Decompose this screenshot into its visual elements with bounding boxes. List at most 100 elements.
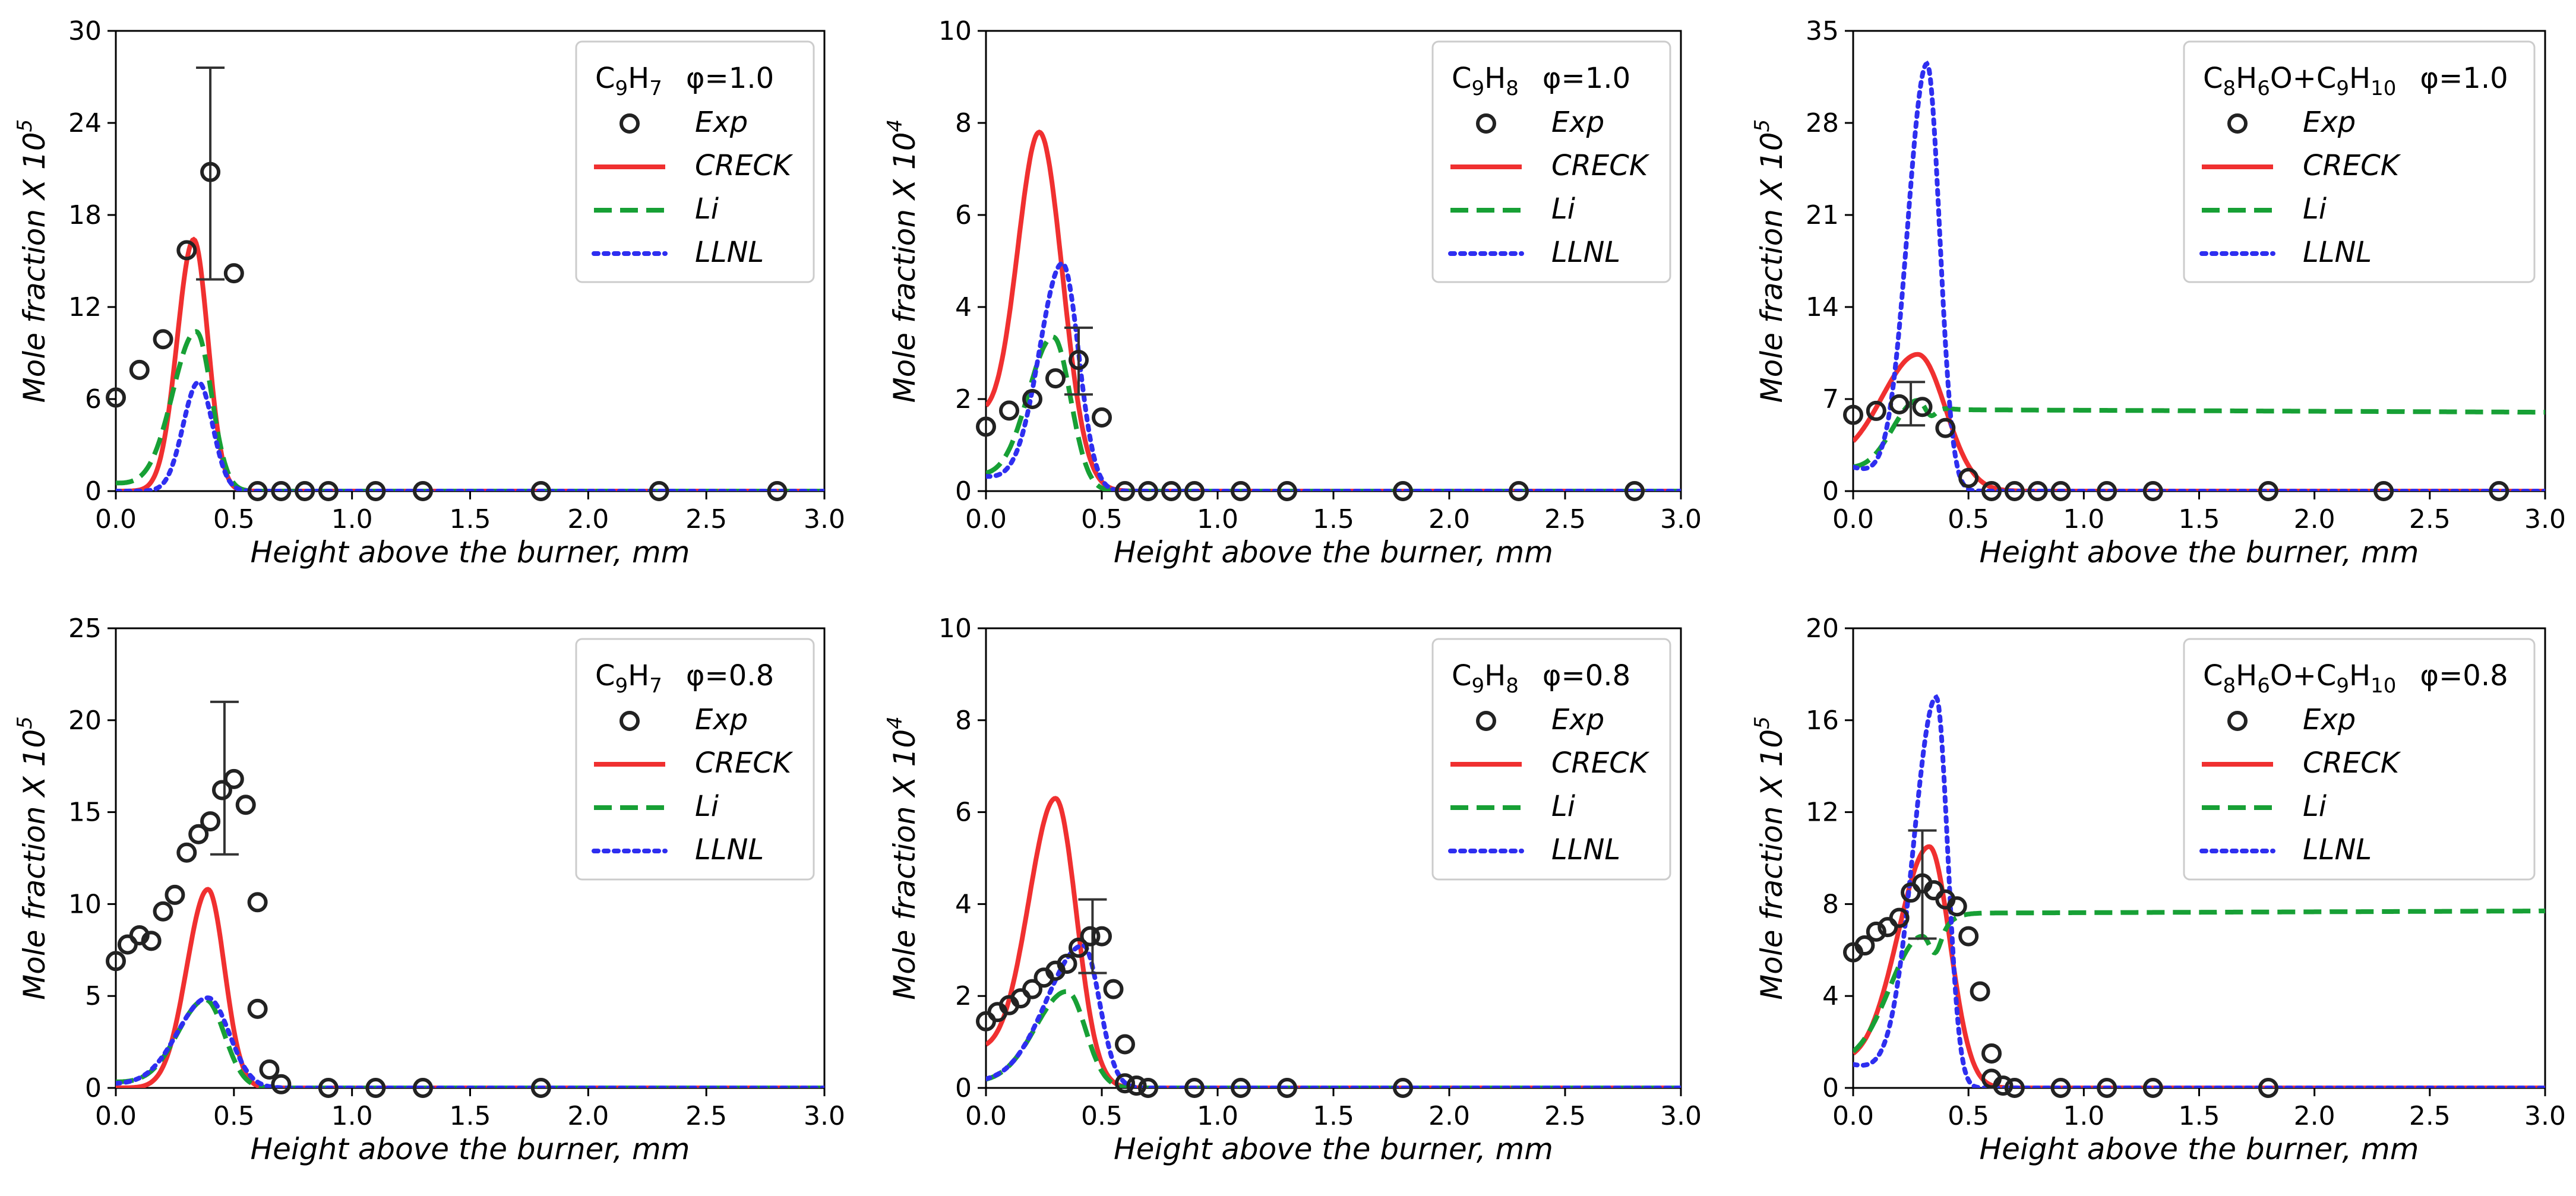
exp-data-point — [1161, 481, 1181, 501]
exp-data-point — [1993, 1075, 2014, 1096]
exp-data-point — [2004, 481, 2025, 501]
exp-data-point — [129, 359, 150, 380]
legend-label: CRECK — [1551, 149, 1650, 182]
x-tick-label: 2.0 — [567, 1101, 609, 1131]
x-tick-label: 0.0 — [1832, 504, 1874, 534]
chart-panel-3: 0.0 0.5 1.0 1.5 2.0 2.5 3.0 0 7 14 21 28 35 Height ab… — [1750, 16, 2566, 569]
series-line-li — [116, 997, 824, 1088]
y-axis-label: Mole fraction X 105 — [1750, 716, 1789, 1000]
x-axis-label: Height above the burner, mm — [1114, 1132, 1553, 1166]
legend-label: Exp — [2303, 106, 2356, 139]
exp-data-point — [129, 925, 150, 946]
x-tick-label: 1.0 — [2063, 1101, 2104, 1131]
exp-data-point — [1069, 937, 1089, 958]
legend-title-part: C — [1452, 659, 1472, 692]
exp-data-point — [1958, 467, 1979, 488]
x-tick-label: 1.0 — [1197, 1101, 1238, 1131]
y-axis-label-text: Mole fraction X 10 — [887, 132, 922, 403]
x-tick-label: 2.5 — [685, 1101, 727, 1131]
exp-data-point — [2027, 481, 2048, 501]
x-tick-label: 0.0 — [1832, 1101, 1874, 1131]
y-tick-label: 35 — [1806, 16, 1839, 46]
y-axis-label: Mole fraction X 105 — [13, 716, 52, 1000]
legend-title-phi: φ=1.0 — [1543, 62, 1630, 95]
exp-data-point — [1866, 400, 1886, 421]
exp-data-point — [1231, 1078, 1251, 1098]
exp-data-point — [2097, 1078, 2117, 1098]
x-tick-label: 1.0 — [331, 1101, 373, 1131]
exp-data-point — [1069, 350, 1089, 371]
y-tick-label: 6 — [85, 384, 102, 415]
exp-data-point — [106, 387, 126, 408]
exp-data-point — [1022, 979, 1042, 999]
y-tick-label: 4 — [1822, 981, 1839, 1011]
x-tick-label: 0.5 — [1081, 504, 1123, 534]
exp-data-point — [976, 416, 996, 437]
exp-data-point — [223, 263, 244, 284]
x-tick-label: 1.0 — [1197, 504, 1238, 534]
exp-data-point — [247, 998, 268, 1019]
legend-title-part: C — [2203, 62, 2223, 95]
x-tick-label: 0.0 — [95, 504, 137, 534]
legend-title-part: O+C — [2270, 659, 2337, 692]
legend-title-part: C — [595, 62, 615, 95]
y-tick-label: 21 — [1806, 200, 1839, 230]
y-axis-label-exponent: 5 — [13, 716, 37, 729]
exp-data-point — [247, 481, 268, 501]
y-tick-label: 12 — [1806, 798, 1839, 828]
legend-title-subscript: 8 — [1506, 77, 1519, 100]
exp-data-point — [2142, 481, 2163, 501]
exp-data-point — [2258, 481, 2278, 501]
y-tick-label: 24 — [68, 108, 102, 138]
y-tick-label: 16 — [1806, 705, 1839, 736]
y-tick-label: 8 — [955, 705, 972, 736]
x-tick-label: 2.5 — [1544, 1101, 1586, 1131]
legend-title-part: H — [2349, 659, 2370, 692]
x-axis-label: Height above the burner, mm — [251, 535, 690, 569]
exp-data-point — [1981, 481, 2002, 501]
x-tick-label: 0.5 — [1948, 504, 1989, 534]
legend-label: Li — [2303, 790, 2327, 823]
legend-box — [1431, 638, 1671, 881]
legend-title-phi: φ=1.0 — [686, 62, 774, 95]
y-tick-label: 2 — [955, 981, 972, 1011]
x-tick-label: 1.5 — [450, 504, 491, 534]
exp-data-point — [1115, 1073, 1135, 1094]
legend-label: LLNL — [2303, 833, 2372, 866]
legend-title-part: H — [2236, 659, 2257, 692]
series-line-li — [986, 989, 1681, 1088]
legend-title-phi: φ=1.0 — [2420, 62, 2508, 95]
y-tick-label: 0 — [85, 476, 102, 507]
y-tick-label: 0 — [955, 1073, 972, 1103]
exp-data-point — [141, 931, 162, 951]
exp-data-point — [200, 162, 221, 182]
y-tick-label: 12 — [68, 292, 102, 322]
legend-title-subscript: 6 — [2257, 674, 2270, 698]
exp-data-point — [1889, 394, 1910, 415]
exp-data-point — [1843, 404, 1863, 425]
y-tick-label: 20 — [1806, 613, 1839, 644]
exp-data-point — [271, 481, 292, 501]
exp-data-point — [1912, 397, 1933, 417]
exp-data-point — [1092, 926, 1112, 947]
exp-data-point — [211, 780, 232, 801]
exp-data-point — [318, 1078, 339, 1098]
series-line-llnl — [1853, 60, 2545, 491]
exp-data-point — [2050, 1078, 2071, 1098]
legend-exp-marker — [2227, 711, 2248, 731]
legend-title-subscript: 7 — [649, 674, 662, 698]
exp-data-point — [2097, 481, 2117, 501]
y-tick-label: 10 — [68, 889, 102, 919]
exp-data-point — [1935, 417, 1956, 438]
legend-label: Exp — [2303, 703, 2356, 736]
y-axis-label: Mole fraction X 104 — [883, 716, 922, 1000]
exp-data-point — [1080, 926, 1101, 947]
x-axis-label: Height above the burner, mm — [1114, 535, 1553, 569]
legend-title-part: H — [2349, 62, 2370, 95]
x-tick-label: 2.0 — [1428, 504, 1470, 534]
x-tick-label: 3.0 — [1660, 504, 1702, 534]
y-tick-label: 0 — [1822, 1073, 1839, 1103]
legend-title-subscript: 9 — [1472, 674, 1485, 698]
legend-label: LLNL — [695, 833, 764, 866]
